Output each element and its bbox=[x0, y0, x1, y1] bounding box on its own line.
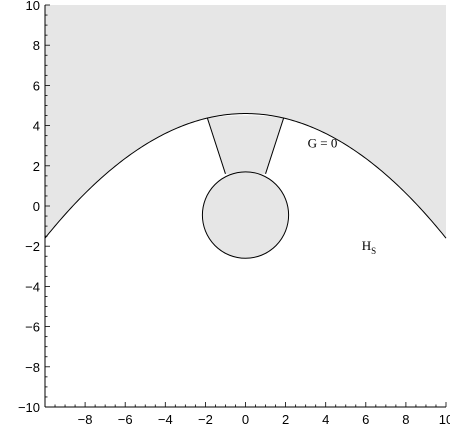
y-tick-label: 0 bbox=[33, 199, 40, 214]
y-tick-label: 6 bbox=[33, 78, 40, 93]
y-tick-label: −4 bbox=[25, 279, 40, 294]
y-tick-label: −6 bbox=[25, 320, 40, 335]
wedge-line-left bbox=[206, 118, 226, 174]
region-label: HS bbox=[362, 238, 376, 256]
shaded-regions bbox=[45, 5, 446, 239]
wedge-line-right bbox=[265, 118, 285, 174]
region-label-subscript: S bbox=[371, 246, 376, 256]
x-axis-ticks: −8 −6 −4 −2 0 2 4 6 8 10 bbox=[44, 402, 450, 427]
y-tick-label: −8 bbox=[25, 360, 40, 375]
x-tick-label: 10 bbox=[439, 412, 450, 427]
y-tick-label: 4 bbox=[33, 119, 40, 134]
y-tick-label: 8 bbox=[33, 38, 40, 53]
x-tick-label: 0 bbox=[242, 412, 249, 427]
y-axis-ticks: 10 8 6 4 2 0 −2 −4 −6 −8 −10 bbox=[18, 0, 50, 415]
outer-region-fill bbox=[45, 5, 446, 239]
x-tick-label: 6 bbox=[362, 412, 369, 427]
x-tick-label: −6 bbox=[118, 412, 133, 427]
x-tick-label: −2 bbox=[198, 412, 213, 427]
inner-disc bbox=[201, 171, 290, 259]
parabola-boundary bbox=[44, 113, 447, 239]
y-tick-label: −2 bbox=[25, 239, 40, 254]
y-tick-label: 10 bbox=[26, 0, 40, 13]
x-tick-label: −8 bbox=[78, 412, 93, 427]
boundary-curves bbox=[44, 113, 447, 259]
x-tick-label: 8 bbox=[402, 412, 409, 427]
wedge-region-fill bbox=[207, 115, 284, 174]
x-tick-label: −4 bbox=[158, 412, 173, 427]
x-tick-label: 2 bbox=[282, 412, 289, 427]
x-tick-label: 4 bbox=[322, 412, 329, 427]
region-label: G = 0 bbox=[308, 136, 338, 151]
y-tick-label: −10 bbox=[18, 400, 40, 415]
y-tick-label: 2 bbox=[33, 159, 40, 174]
